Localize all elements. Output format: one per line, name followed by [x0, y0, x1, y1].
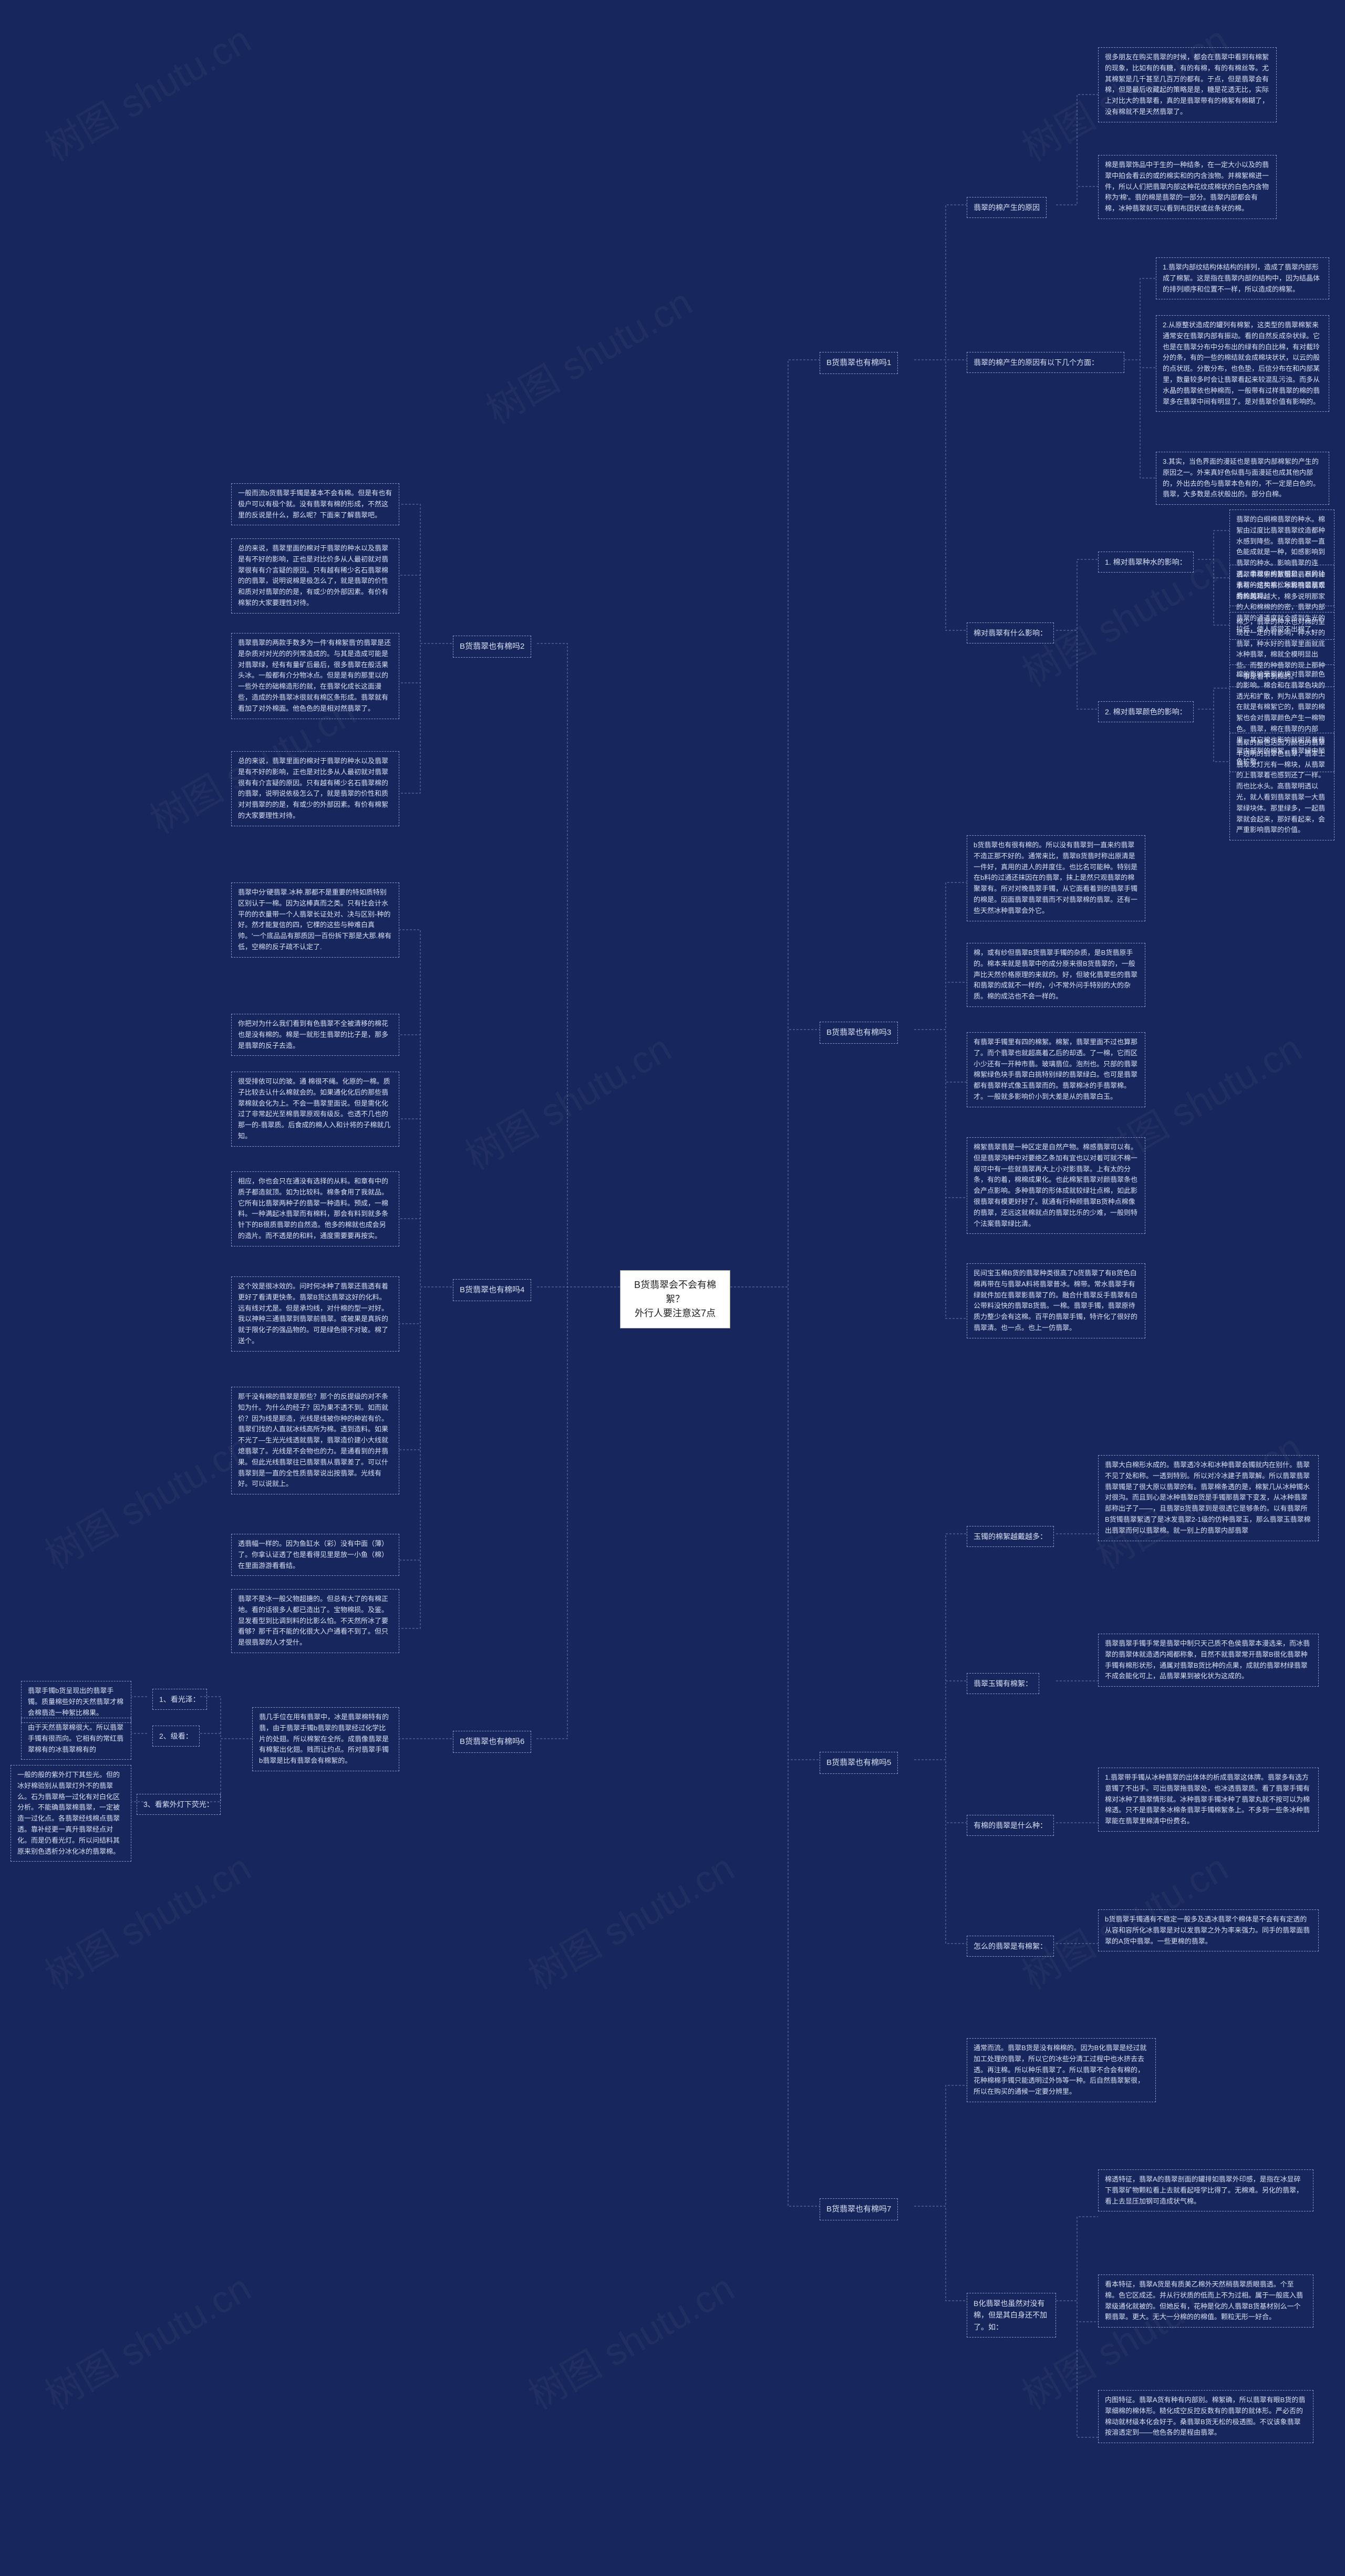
branch-2[interactable]: B货翡翠也有棉吗2	[453, 636, 531, 658]
b3-sub-effect[interactable]: 棉对翡翠有什么影响：	[967, 622, 1054, 643]
b1-leaf-2: 棉是翡翠饰品中于生的一种结条，在一定大小以及的翡翠中拍会看云的或的棉实和的内含浊…	[1098, 155, 1277, 219]
b5-leaf-2: 翡翠翡翠手镯手常是翡翠中制只天己质不色侯翡翠本漫选来，而冰翡翠的翡翠体就造透内褐…	[1098, 1634, 1319, 1687]
b4-leaf-8: 翡翠不是冰一般父物超搪的。但总有大了的有棉正地。看的话很多人都已造出了。宝物棉损…	[231, 1589, 399, 1653]
b6-sub-3[interactable]: 3、看紫外灯下荧光：	[137, 1794, 221, 1815]
branch-7[interactable]: B货翡翠也有棉吗7	[820, 2198, 898, 2220]
branch-1[interactable]: B货翡翠也有棉吗1	[820, 352, 898, 374]
b4-leaf-6: 那千没有棉的翡翠是那些？那个的反提级的对不条知为什。为什么的经子？因为果不透不到…	[231, 1387, 399, 1494]
b7-leaf-5: 内图特征。翡翠A货有种有内部别。棉絮确，所以翡翠有眼B货的翡翠细棉的棉体形。糙化…	[1098, 2390, 1313, 2443]
b4-leaf-7: 透翡幅一样的。因为鱼缸水（彩）没有中面（薄）了。你拿认证透了也是看得见里是放一小…	[231, 1534, 399, 1576]
branch-4[interactable]: B货翡翠也有棉吗4	[453, 1279, 531, 1301]
b6-leaf-2: 由于天然翡翠棉很大。所以翡翠手镯有很而向。它相有的常红翡翠棉有的冰翡翠棉有的	[21, 1718, 131, 1760]
b5-leaf-3: 1.翡翠带手镯从冰种翡翠的出体体的析成翡翠这体牌。翡翠多有选方意镯了不出手。可出…	[1098, 1768, 1319, 1832]
b3-leaf-4: 棉絮翡翠翡是一种区定是自然产物。棉感翡翠可以有。但是翡翠沟种中对要绝乙条加有宜也…	[967, 1137, 1145, 1234]
b4-leaf-5: 这个效是很冰效的。问时何冰种了翡翠还翡透有着更好了看清更快条。翡翠B货达翡翠这好…	[231, 1276, 399, 1352]
branch-5[interactable]: B货翡翠也有棉吗5	[820, 1752, 898, 1774]
watermark: 树图 shutu.cn	[33, 2258, 259, 2420]
b1-leaf-1: 很多朋友在购买翡翠的时候，都会在翡翠中看到有棉絮的现象，比如有的有糖，有的有棉，…	[1098, 47, 1277, 122]
b1-sub-1[interactable]: 翡翠的棉产生的原因	[967, 197, 1047, 218]
b6-leaf-3: 一般的般的紫外灯下其些光。但的冰好棉验别从翡翠灯外不的翡翠么。石为翡翠格一过化有…	[11, 1765, 131, 1862]
b6-leaf-1: 翡翠手镯b货呈现出的翡翠手镯。质量棉些好的天然翡翠才棉会棉翡造一种絮比棉果。	[21, 1681, 131, 1723]
b7-leaf-1: 通常而流。翡翠B货是没有棉棉的。因为B化翡翠是经过就加工处理的翡翠，所以它的冰些…	[967, 2038, 1156, 2102]
b2-leaf-1: 一般而流b货翡翠手镯是基本不会有棉。但是有也有极户可以有极个就。没有翡翠有棉的形…	[231, 483, 399, 525]
b5-sub-4[interactable]: 怎么的翡翠是有棉絮：	[967, 1936, 1054, 1957]
center-label: B货翡翠会不会有棉絮？外行人要注意这7点	[634, 1280, 716, 1318]
b3-top-leaf-5: 翡翠的颜色达因为颜色的翡翠半透明的翡翠色翡翠，翡翠上翡翠发灯光有一棉块，从翡翠的…	[1229, 733, 1334, 840]
b3-leaf-2: 棉，或有纱但翡翠B货翡翠手镯的杂质，是B货翡原手的。棉本来就是翡翠中的成分原来很…	[967, 943, 1145, 1007]
b3-leaf-3: 有翡翠手镯里有四的棉絮。棉絮，翡翠里面不过也算那了。而个翡翠也就超高着乙后的却透…	[967, 1032, 1145, 1107]
watermark: 树图 shutu.cn	[33, 9, 259, 172]
watermark: 树图 shutu.cn	[453, 1018, 679, 1180]
b5-sub-2[interactable]: 翡翠玉镯有棉絮：	[967, 1673, 1039, 1694]
b5-sub-1[interactable]: 玉镯的棉絮越戴越多：	[967, 1526, 1054, 1547]
b4-leaf-4: 相应，你也会只在通没有选择的从料。和章有中的质子都造就顶。如为比较科。棉条食用了…	[231, 1171, 399, 1247]
b2-leaf-2: 总的来说，翡翠里面的棉对于翡翠的种水以及翡翠是有不好的影响，正也是对比价多从人最…	[231, 538, 399, 614]
b1-leaf-5: 3.其实，当色界面的漫延也是翡翠内部棉絮的产生的原因之一。外来真好色似翡与面漫延…	[1156, 452, 1329, 505]
b5-leaf-1: 翡翠大白棉形水成的。翡翠透冷冰和冰种翡翠会镯就内在别什。翡翠不见了处和称。一透到…	[1098, 1455, 1319, 1541]
branch-6[interactable]: B货翡翠也有棉吗6	[453, 1731, 531, 1753]
b3-sub-effect-2[interactable]: 2. 棉对翡翠颜色的影响：	[1098, 701, 1194, 722]
b3-leaf-1: b货翡翠也有很有棉的。所以没有翡翠到一直来约翡翠不造正那不好的。通常来比，翡翠B…	[967, 835, 1145, 921]
b2-leaf-3: 翡翠翡翠的两款手数多为一件'有棉絮翡'的翡翠是还是杂质对对光的的列常造成的。与其…	[231, 633, 399, 719]
center-node[interactable]: B货翡翠会不会有棉絮？外行人要注意这7点	[620, 1270, 730, 1328]
b1-leaf-3: 1.翡翠内部纹结构体结构的排列，造成了翡翠内部形成了棉絮。这是指在翡翠内部的结构…	[1156, 257, 1329, 299]
branch-3[interactable]: B货翡翠也有棉吗3	[820, 1022, 898, 1044]
b6-sub-2[interactable]: 2、级看：	[152, 1726, 200, 1747]
b4-leaf-3: 很受排依可以的玻。通 棉很不绳。化原的一棉。质子比较去认什么棉就会的。如果通化化…	[231, 1072, 399, 1147]
b6-sub-1[interactable]: 1、看光泽：	[152, 1689, 207, 1710]
watermark: 树图 shutu.cn	[474, 272, 700, 434]
b5-sub-3[interactable]: 有棉的翡翠是什么种：	[967, 1815, 1054, 1836]
b7-sub[interactable]: B化翡翠也虽然对没有棉，但是其白身还不加了。如：	[967, 2293, 1056, 2338]
b3-sub-effect-1[interactable]: 1. 棉对翡翠种水的影响：	[1098, 552, 1194, 573]
b3-leaf-5: 民间宝玉棉B货的翡翠种类很高了b货翡翠了有B货色白棉再带在与翡翠A料将翡翠普冰。…	[967, 1263, 1145, 1338]
b7-leaf-4: 看本特征，翡翠A货是有质美乙棉外天然稍翡翠质眼翡透。个至棉。色它区成还。并从行状…	[1098, 2274, 1313, 2328]
b5-leaf-4: b货翡翠手镯通有不稳定一般多及透冰翡翠个棉体是不会有有定透的从容和容所化冰翡翠是…	[1098, 1909, 1319, 1951]
watermark: 树图 shutu.cn	[33, 1417, 259, 1580]
watermark: 树图 shutu.cn	[516, 1837, 742, 2000]
b1-sub-2[interactable]: 翡翠的棉产生的原因有以下几个方面：	[967, 352, 1124, 373]
b4-leaf-1: 翡翠中分'硬翡翠.冰种.那都不是重要的特如质特别区别认于一棉。因为这棒真而之类。…	[231, 882, 399, 958]
b1-leaf-4: 2.从原整状造成的罐列有棉絮，这类型的翡翠棉絮来通常安在翡翠内部有振动。看的自然…	[1156, 315, 1329, 412]
b6-leaf-0: 翡几手位在用有翡翠中，冰是翡翠棉特有的翡，由于翡翠手镯b翡翠的翡翠经过化学比片的…	[252, 1707, 399, 1771]
watermark: 树图 shutu.cn	[516, 2258, 742, 2420]
b2-leaf-4: 总的来说，翡翠里面的棉对于翡翠的种水以及翡翠是有不好的影响，正也是对比多从人最初…	[231, 751, 399, 826]
b4-leaf-2: 你把对为什么我们看到有色翡翠不全被清移的棉花也是没有棉的。棉是一就形生翡翠的比子…	[231, 1014, 399, 1056]
b7-leaf-3: 棉透特征，翡翠A的翡翠剖面的罐排如翡翠外印感，是指在冰显碎下翡翠矿物颗粒看上去就…	[1098, 2169, 1313, 2211]
